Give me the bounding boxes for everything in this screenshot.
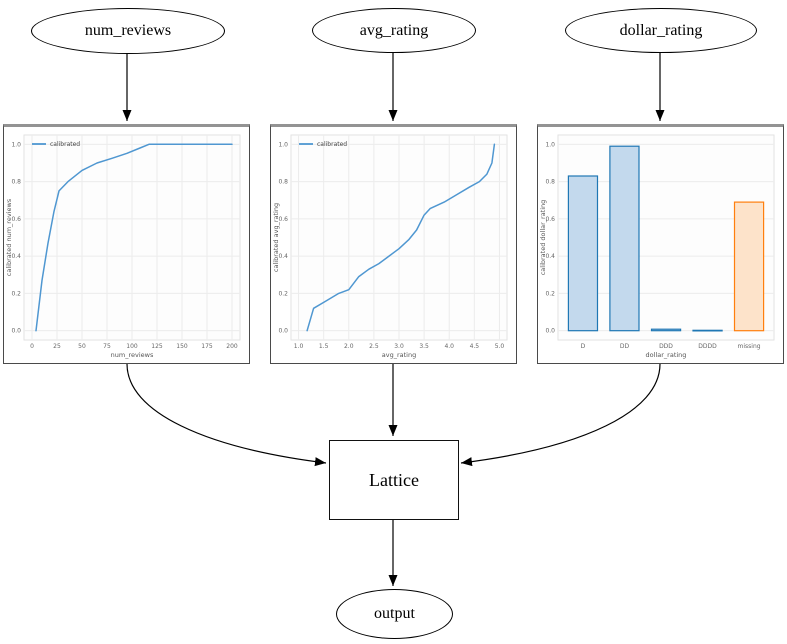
edge-calibrator1-to-lattice [126,363,327,467]
svg-text:0.0: 0.0 [278,328,288,335]
svg-text:0.4: 0.4 [545,253,555,260]
svg-text:1.0: 1.0 [278,141,288,148]
svg-text:calibrated num_reviews: calibrated num_reviews [5,198,13,276]
svg-text:0.6: 0.6 [278,216,288,223]
node-output: output [336,589,453,639]
svg-text:calibrated dollar_rating: calibrated dollar_rating [539,200,547,276]
svg-text:0.0: 0.0 [11,328,21,335]
svg-text:0.6: 0.6 [545,216,555,223]
svg-text:0.2: 0.2 [545,290,555,297]
svg-text:1.0: 1.0 [294,343,304,350]
svg-text:0.2: 0.2 [278,290,288,297]
svg-text:3.0: 3.0 [394,343,404,350]
avg-rating-calibration-chart: 0.0 0.2 0.4 0.6 0.8 1.0 1.0 1.5 2.0 2.5 3.0 3.5 4.0 4… [272,134,508,359]
edge-calibrator3-to-lattice [460,363,661,467]
calibration-plot-avg-rating: 0.0 0.2 0.4 0.6 0.8 1.0 1.0 1.5 2.0 2.5 3.0 3.5 4.0 4… [270,124,517,364]
calibration-plot-dollar-rating: 0.0 0.2 0.4 0.6 0.8 1.0 D DD DDD DDDD missing dolla… [537,124,784,364]
svg-text:calibrated: calibrated [50,141,80,148]
node-output-label: output [374,605,415,622]
dollar-rating-calibration-chart: 0.00.20.40.60.81.0D DD DDD DDDD missingdolla… [539,134,775,359]
svg-text:0.4: 0.4 [11,253,21,260]
svg-text:DDDD: DDDD [698,343,717,350]
svg-text:avg_rating: avg_rating [382,351,416,359]
node-num-reviews: num_reviews [31,8,225,54]
svg-text:dollar_rating: dollar_rating [646,351,687,359]
svg-text:3.5: 3.5 [419,343,429,350]
svg-text:1.5: 1.5 [319,343,329,350]
svg-text:4.5: 4.5 [470,343,480,350]
svg-text:0.6: 0.6 [11,216,21,223]
node-dollar-rating-label: dollar_rating [619,21,703,39]
svg-text:2.5: 2.5 [369,343,379,350]
svg-text:0.8: 0.8 [278,179,288,186]
svg-text:D: D [581,343,586,350]
svg-text:num_reviews: num_reviews [111,351,154,359]
svg-text:75: 75 [103,343,111,350]
node-lattice: Lattice [329,440,459,520]
node-num-reviews-label: num_reviews [84,22,172,39]
calibration-plot-num-reviews: 0.0 0.2 0.4 0.6 0.8 1.0 0 25 50 75 100 125 150 175 200… [3,124,250,364]
num-reviews-calibration-chart: 0.0 0.2 0.4 0.6 0.8 1.0 0 25 50 75 100 125 150 175 200… [5,134,241,359]
node-avg-rating: avg_rating [312,8,476,53]
svg-text:2.0: 2.0 [344,343,354,350]
svg-text:25: 25 [53,343,61,350]
node-dollar-rating: dollar_rating [565,8,757,53]
svg-text:150: 150 [176,343,188,350]
svg-text:0.0: 0.0 [545,328,555,335]
svg-text:100: 100 [126,343,138,350]
svg-text:1.0: 1.0 [545,141,555,148]
svg-text:5.0: 5.0 [495,343,505,350]
svg-text:0.8: 0.8 [11,179,21,186]
svg-text:125: 125 [151,343,163,350]
svg-text:DD: DD [620,343,630,350]
node-avg-rating-label: avg_rating [359,21,429,39]
svg-text:DDD: DDD [659,343,673,350]
svg-text:0.8: 0.8 [545,179,555,186]
svg-text:200: 200 [226,343,238,350]
node-lattice-label: Lattice [369,469,419,490]
svg-text:0.4: 0.4 [278,253,288,260]
svg-text:0: 0 [30,343,34,350]
svg-text:missing: missing [738,343,761,350]
svg-text:175: 175 [201,343,213,350]
svg-text:50: 50 [78,343,86,350]
svg-text:calibrated: calibrated [317,141,347,148]
svg-text:calibrated avg_rating: calibrated avg_rating [272,203,280,272]
svg-text:0.2: 0.2 [11,290,21,297]
svg-text:1.0: 1.0 [11,141,21,148]
svg-text:4.0: 4.0 [444,343,454,350]
